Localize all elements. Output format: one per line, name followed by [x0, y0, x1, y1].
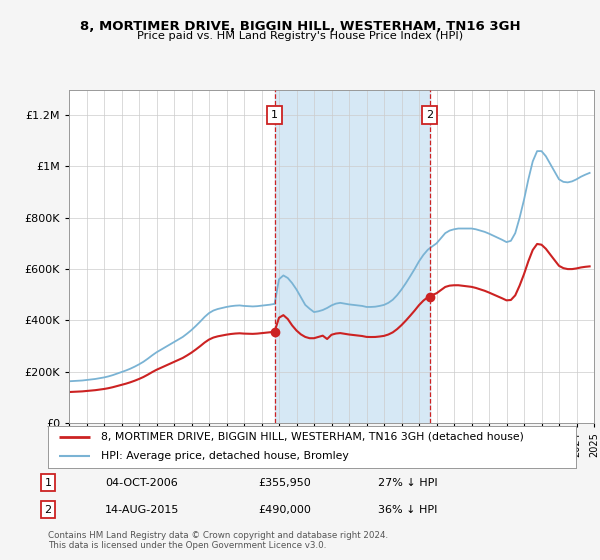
Text: 14-AUG-2015: 14-AUG-2015: [105, 505, 179, 515]
Text: 1: 1: [44, 478, 52, 488]
Text: 8, MORTIMER DRIVE, BIGGIN HILL, WESTERHAM, TN16 3GH (detached house): 8, MORTIMER DRIVE, BIGGIN HILL, WESTERHA…: [101, 432, 524, 442]
Text: Contains HM Land Registry data © Crown copyright and database right 2024.
This d: Contains HM Land Registry data © Crown c…: [48, 531, 388, 550]
Text: 2: 2: [44, 505, 52, 515]
Text: £355,950: £355,950: [258, 478, 311, 488]
Text: 04-OCT-2006: 04-OCT-2006: [105, 478, 178, 488]
Text: 36% ↓ HPI: 36% ↓ HPI: [378, 505, 437, 515]
Text: HPI: Average price, detached house, Bromley: HPI: Average price, detached house, Brom…: [101, 451, 349, 461]
Text: 8, MORTIMER DRIVE, BIGGIN HILL, WESTERHAM, TN16 3GH: 8, MORTIMER DRIVE, BIGGIN HILL, WESTERHA…: [80, 20, 520, 32]
Text: £490,000: £490,000: [258, 505, 311, 515]
Text: 1: 1: [271, 110, 278, 120]
Text: 2: 2: [426, 110, 433, 120]
Text: Price paid vs. HM Land Registry's House Price Index (HPI): Price paid vs. HM Land Registry's House …: [137, 31, 463, 41]
Bar: [275, 90, 430, 423]
Text: 27% ↓ HPI: 27% ↓ HPI: [378, 478, 437, 488]
